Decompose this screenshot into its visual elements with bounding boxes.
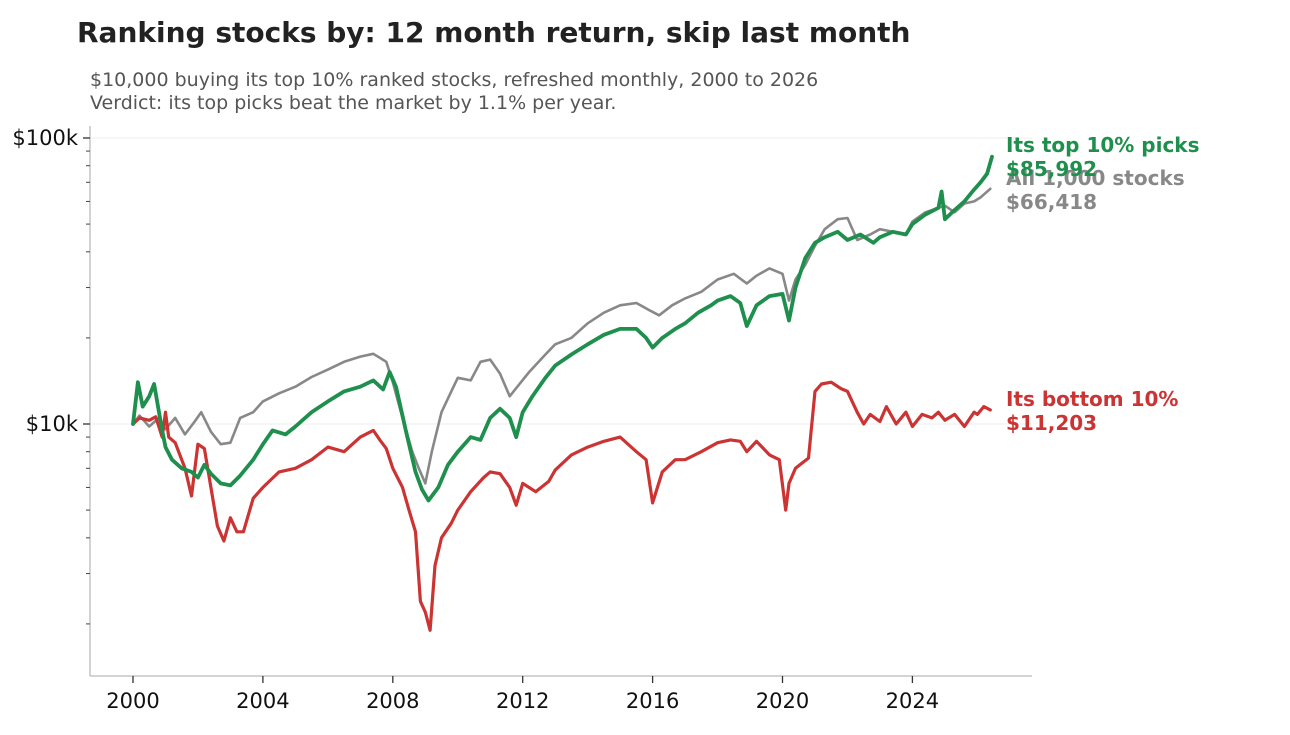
chart-subtitle-line-2: Verdict: its top picks beat the market b… bbox=[90, 92, 617, 114]
end-label-bottom-name: Its bottom 10% bbox=[1006, 387, 1178, 411]
series-line-top bbox=[131, 154, 994, 503]
y-tick-label: $10k bbox=[26, 412, 79, 436]
end-labels: All 1,000 stocks$66,418 Its top 10% picks… bbox=[1006, 133, 1200, 435]
x-tick-label: 2004 bbox=[236, 689, 289, 713]
end-label-market-value: $66,418 bbox=[1006, 190, 1097, 214]
x-tick-label: 2000 bbox=[106, 689, 159, 713]
x-tick-label: 2024 bbox=[886, 689, 939, 713]
end-label-bottom-value: $11,203 bbox=[1006, 411, 1097, 435]
x-tick-label: 2020 bbox=[756, 689, 809, 713]
end-label-market-name: All 1,000 stocks bbox=[1006, 166, 1185, 190]
end-label-top-value: $85,992 bbox=[1006, 157, 1097, 181]
series-line-market bbox=[131, 187, 992, 485]
series-line-bottom bbox=[131, 380, 992, 632]
y-tick-label: $100k bbox=[12, 126, 78, 150]
chart-subtitle-line-1: $10,000 buying its top 10% ranked stocks… bbox=[90, 69, 819, 91]
x-tick-label: 2008 bbox=[366, 689, 419, 713]
axes bbox=[89, 126, 1032, 677]
series-lines bbox=[131, 154, 994, 632]
axis-ticks: $10k $100k 2000 2004 2008 2012 2016 2020 2024 bbox=[12, 126, 939, 713]
x-tick-label: 2012 bbox=[496, 689, 549, 713]
x-tick-label: 2016 bbox=[626, 689, 679, 713]
end-label-top-name: Its top 10% picks bbox=[1006, 133, 1200, 157]
chart-title: Ranking stocks by: 12 month return, skip… bbox=[77, 16, 911, 49]
gridlines bbox=[90, 137, 1032, 425]
